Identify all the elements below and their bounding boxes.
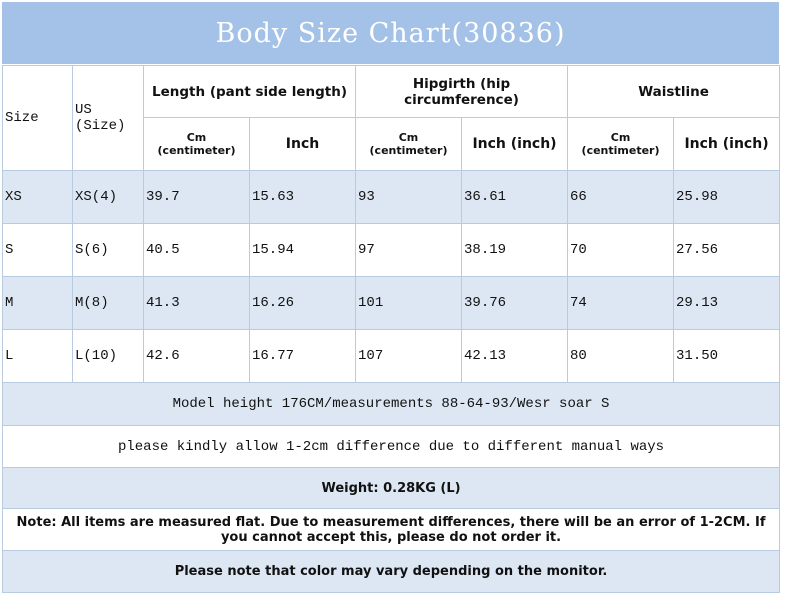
- note-cell: Weight: 0.28KG (L): [1, 467, 781, 509]
- data-cell: 39.76: [461, 276, 569, 330]
- note-row: Please note that color may vary dependin…: [1, 550, 781, 593]
- data-cell: L(10): [72, 329, 144, 383]
- data-cell: 66: [567, 170, 675, 224]
- title: Body Size Chart(30836): [2, 2, 779, 64]
- data-cell: 31.50: [673, 329, 781, 383]
- data-cell: 29.13: [673, 276, 781, 330]
- size-row: L L(10) 42.6 16.77 107 42.13 80 31.50: [2, 329, 781, 383]
- note-cell: Please note that color may vary dependin…: [1, 550, 781, 593]
- data-cell: 38.19: [461, 223, 569, 277]
- data-cell: M: [2, 276, 73, 330]
- data-cell: 16.26: [248, 276, 357, 330]
- note-cell: Model height 176CM/measurements 88-64-93…: [1, 382, 781, 426]
- data-cell: 41.3: [143, 276, 250, 330]
- size-row: XS XS(4) 39.7 15.63 93 36.61 66 25.98: [2, 170, 781, 224]
- data-cell: 16.77: [248, 329, 357, 383]
- data-cell: M(8): [72, 276, 144, 330]
- note-row: Weight: 0.28KG (L): [1, 467, 781, 509]
- note-row: Model height 176CM/measurements 88-64-93…: [1, 382, 781, 426]
- subheader-cell: Inch (inch): [673, 117, 781, 171]
- subheader-cell: Cm (centimeter): [143, 117, 250, 171]
- header-cell: Size: [2, 65, 73, 171]
- header-cell: Length (pant side length): [142, 65, 357, 118]
- data-cell: 80: [567, 329, 675, 383]
- header-cell: Waistline: [567, 65, 781, 118]
- data-cell: 74: [567, 276, 675, 330]
- header-cell: US (Size): [72, 65, 144, 171]
- note-cell: please kindly allow 1-2cm difference due…: [1, 425, 781, 468]
- data-cell: 40.5: [143, 223, 250, 277]
- size-table: Size US (Size) Length (pant side length)…: [1, 65, 781, 593]
- data-cell: 97: [355, 223, 463, 277]
- data-cell: 70: [567, 223, 675, 277]
- subheader-cell: Cm (centimeter): [567, 117, 675, 171]
- data-cell: 36.61: [461, 170, 569, 224]
- data-cell: S: [2, 223, 73, 277]
- subheader-cell: Inch: [248, 117, 357, 171]
- subheader-cell: Inch (inch): [461, 117, 569, 171]
- data-cell: 15.63: [248, 170, 357, 224]
- note-cell: Note: All items are measured flat. Due t…: [1, 508, 781, 551]
- data-cell: 93: [355, 170, 463, 224]
- data-cell: 101: [355, 276, 463, 330]
- data-cell: L: [2, 329, 73, 383]
- data-cell: 15.94: [248, 223, 357, 277]
- data-cell: 25.98: [673, 170, 781, 224]
- data-cell: XS(4): [72, 170, 144, 224]
- data-cell: 27.56: [673, 223, 781, 277]
- note-row: please kindly allow 1-2cm difference due…: [1, 425, 781, 468]
- header-cell: Hipgirth (hip circumference): [355, 65, 569, 118]
- size-row: M M(8) 41.3 16.26 101 39.76 74 29.13: [2, 276, 781, 330]
- data-cell: S(6): [72, 223, 144, 277]
- data-cell: 107: [355, 329, 463, 383]
- subheader-cell: Cm (centimeter): [355, 117, 463, 171]
- note-row: Note: All items are measured flat. Due t…: [1, 508, 781, 551]
- data-cell: 42.6: [143, 329, 250, 383]
- data-cell: 42.13: [461, 329, 569, 383]
- size-row: S S(6) 40.5 15.94 97 38.19 70 27.56: [2, 223, 781, 277]
- data-cell: XS: [2, 170, 73, 224]
- data-cell: 39.7: [143, 170, 250, 224]
